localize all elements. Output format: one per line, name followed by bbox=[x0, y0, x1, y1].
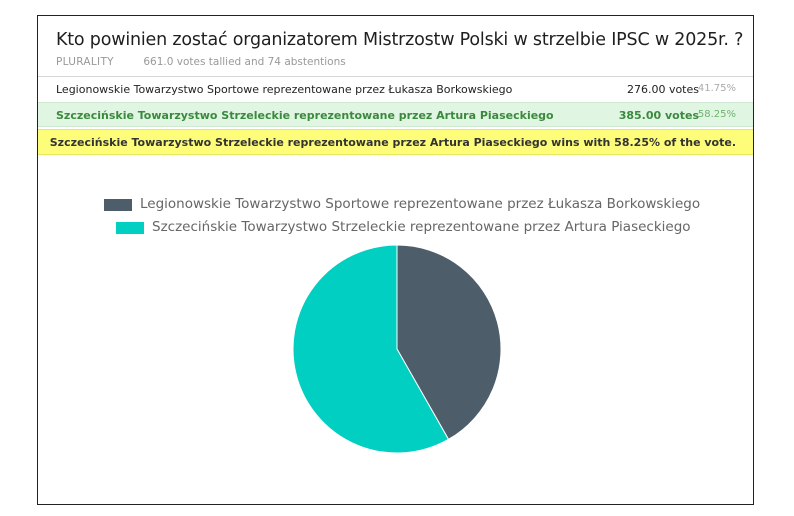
poll-meta: PLURALITY 661.0 votes tallied and 74 abs… bbox=[56, 56, 346, 68]
option-name: Legionowskie Towarzystwo Sportowe reprez… bbox=[56, 83, 513, 96]
winner-text: Szczecińskie Towarzystwo Strzeleckie rep… bbox=[49, 136, 736, 149]
option-votes: 385.00 votes bbox=[618, 109, 699, 122]
legend-swatch bbox=[104, 199, 132, 211]
option-name: Szczecińskie Towarzystwo Strzeleckie rep… bbox=[56, 109, 554, 122]
legend-label: Szczecińskie Towarzystwo Strzeleckie rep… bbox=[152, 219, 691, 235]
winner-banner: Szczecińskie Towarzystwo Strzeleckie rep… bbox=[38, 129, 753, 155]
result-row: Legionowskie Towarzystwo Sportowe reprez… bbox=[38, 76, 753, 101]
legend-swatch bbox=[116, 222, 144, 234]
pie-chart bbox=[292, 244, 502, 454]
legend-label: Legionowskie Towarzystwo Sportowe reprez… bbox=[140, 196, 701, 212]
tally-summary: 661.0 votes tallied and 74 abstentions bbox=[143, 56, 346, 68]
poll-title: Kto powinien zostać organizatorem Mistrz… bbox=[56, 30, 744, 50]
voting-method-label: PLURALITY bbox=[56, 56, 114, 68]
pie-slice-2[interactable] bbox=[292, 244, 450, 454]
pie-slice-1[interactable] bbox=[396, 244, 502, 441]
option-percent: 58.25% bbox=[697, 109, 736, 120]
poll-results-panel: Kto powinien zostać organizatorem Mistrz… bbox=[37, 15, 754, 505]
option-percent: 41.75% bbox=[697, 83, 736, 94]
option-votes: 276.00 votes bbox=[626, 83, 699, 96]
result-row-winner: Szczecińskie Towarzystwo Strzeleckie rep… bbox=[38, 102, 753, 127]
